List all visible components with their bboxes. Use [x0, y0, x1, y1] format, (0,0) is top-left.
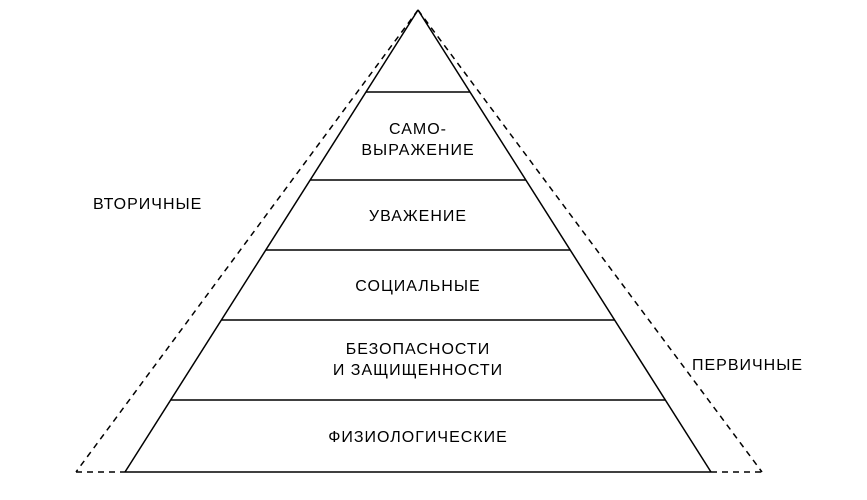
side-label-left: ВТОРИЧНЫЕ: [93, 196, 202, 214]
level-label-2: СОЦИАЛЬНЫЕ: [355, 277, 480, 298]
level-label-4: ФИЗИОЛОГИЧЕСКИЕ: [328, 428, 508, 449]
level-label-0: САМО- ВЫРАЖЕНИЕ: [361, 120, 474, 162]
level-label-1: УВАЖЕНИЕ: [369, 207, 467, 228]
level-label-3: БЕЗОПАСНОСТИ И ЗАЩИЩЕННОСТИ: [333, 340, 503, 382]
side-label-right: ПЕРВИЧНЫЕ: [692, 357, 803, 375]
pyramid-diagram: САМО- ВЫРАЖЕНИЕ УВАЖЕНИЕ СОЦИАЛЬНЫЕ БЕЗО…: [0, 0, 867, 500]
pyramid-svg: [0, 0, 867, 500]
